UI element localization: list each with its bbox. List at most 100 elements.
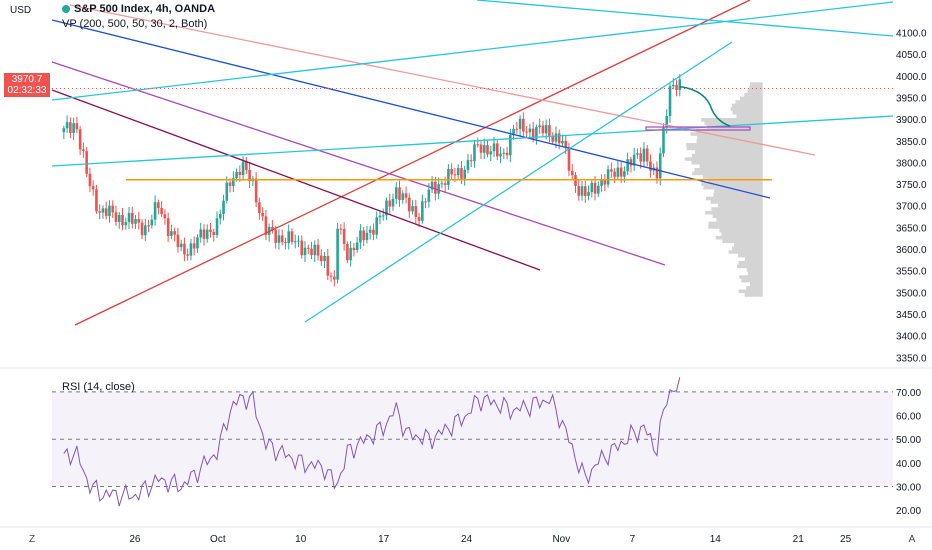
- candle-body: [600, 180, 603, 186]
- candle-body: [202, 229, 206, 239]
- candle-body: [417, 217, 421, 221]
- candle-body: [300, 240, 304, 256]
- candle-body: [658, 153, 662, 179]
- candle-body: [528, 128, 532, 133]
- candle-body: [492, 143, 496, 152]
- price-tick-label: 3550.0: [896, 267, 927, 278]
- candle-body: [362, 230, 365, 241]
- candle-body: [668, 86, 672, 117]
- rsi-tick-label: 30.00: [896, 483, 921, 494]
- trend-line-cyan-top[interactable]: [51, 1, 894, 101]
- candle-body: [179, 243, 183, 248]
- price-tick-label: 3800.0: [896, 158, 927, 169]
- price-tick-label: 4000.0: [896, 72, 927, 83]
- candle-body: [355, 242, 359, 250]
- zoom-button[interactable]: Z: [28, 534, 36, 545]
- trend-line-blue[interactable]: [51, 19, 771, 199]
- candle-body: [473, 144, 476, 162]
- candle-body: [225, 182, 229, 201]
- trend-line-cyan-upper[interactable]: [476, 0, 894, 37]
- candle-body: [642, 148, 646, 162]
- time-tick-label: 14: [710, 534, 722, 545]
- candle-body: [101, 208, 105, 213]
- candle-body: [365, 232, 369, 241]
- candle-body: [287, 231, 291, 244]
- time-tick-label: 26: [129, 534, 141, 545]
- candle-body: [82, 149, 85, 152]
- candle-body: [398, 187, 401, 201]
- candle-body: [372, 229, 375, 235]
- level-box[interactable]: [645, 126, 751, 131]
- candle-body: [323, 255, 326, 262]
- rsi-tick-label: 40.00: [896, 459, 921, 470]
- candle-body: [166, 218, 170, 236]
- candle-body: [632, 154, 636, 166]
- candle-body: [434, 181, 437, 194]
- candle-body: [306, 247, 310, 249]
- candle-body: [414, 206, 418, 218]
- candle-body: [440, 183, 444, 185]
- candle-body: [346, 244, 349, 261]
- candle-body: [570, 170, 574, 176]
- candle-body: [476, 144, 480, 146]
- trend-line-purple[interactable]: [51, 61, 666, 266]
- candle-body: [629, 159, 633, 166]
- candle-body: [489, 151, 493, 155]
- candle-body: [522, 118, 525, 132]
- candle-body: [450, 168, 453, 175]
- rsi-tick-label: 50.00: [896, 435, 921, 446]
- candle-body: [538, 125, 541, 128]
- candle-body: [512, 128, 515, 135]
- candle-body: [645, 148, 649, 162]
- candle-body: [205, 229, 209, 239]
- candle-body: [381, 215, 385, 217]
- candle-body: [551, 135, 554, 142]
- time-tick-label: 25: [840, 534, 852, 545]
- candle-body: [293, 241, 297, 243]
- candle-body: [150, 219, 154, 226]
- candle-body: [277, 235, 281, 243]
- rsi-pane: [52, 377, 893, 507]
- candle-body: [274, 229, 277, 243]
- candle-body: [65, 122, 69, 129]
- candle-body: [479, 144, 483, 153]
- candle-body: [613, 171, 616, 177]
- candle-body: [271, 227, 274, 230]
- candle-body: [580, 186, 584, 196]
- candle-body: [209, 229, 212, 232]
- candle-body: [430, 181, 434, 190]
- candle-body: [160, 208, 163, 215]
- candle-body: [130, 212, 134, 224]
- price-tick-label: 3850.0: [896, 137, 927, 148]
- candle-body: [261, 212, 264, 217]
- candle-body: [593, 182, 597, 194]
- candle-body: [88, 173, 92, 187]
- candle-body: [69, 122, 72, 134]
- candle-body: [147, 225, 150, 227]
- candle-body: [564, 140, 568, 148]
- candle-body: [121, 214, 124, 226]
- candle-body: [186, 254, 189, 256]
- candle-body: [235, 171, 238, 179]
- candle-body: [134, 219, 137, 224]
- auto-scale-button[interactable]: A: [908, 534, 916, 545]
- price-tick-label: 3450.0: [896, 310, 927, 321]
- candle-body: [352, 247, 356, 250]
- projection-path[interactable]: [679, 85, 731, 127]
- price-tick-label: 3400.0: [896, 332, 927, 343]
- time-tick-label: 10: [295, 534, 307, 545]
- price-tick-label: 4050.0: [896, 50, 927, 61]
- candle-body: [437, 184, 440, 194]
- candle-body: [137, 219, 141, 223]
- candle-body: [238, 171, 242, 176]
- candle-body: [342, 229, 346, 245]
- trend-line-cyan-channel[interactable]: [304, 41, 733, 323]
- trend-line-red[interactable]: [74, 0, 751, 326]
- candle-body: [222, 200, 225, 214]
- trend-line-light-red[interactable]: [69, 4, 816, 156]
- candle-body: [316, 244, 320, 256]
- candle-body: [541, 125, 545, 134]
- trend-line-cyan-mid[interactable]: [51, 115, 894, 167]
- candle-body: [349, 247, 352, 261]
